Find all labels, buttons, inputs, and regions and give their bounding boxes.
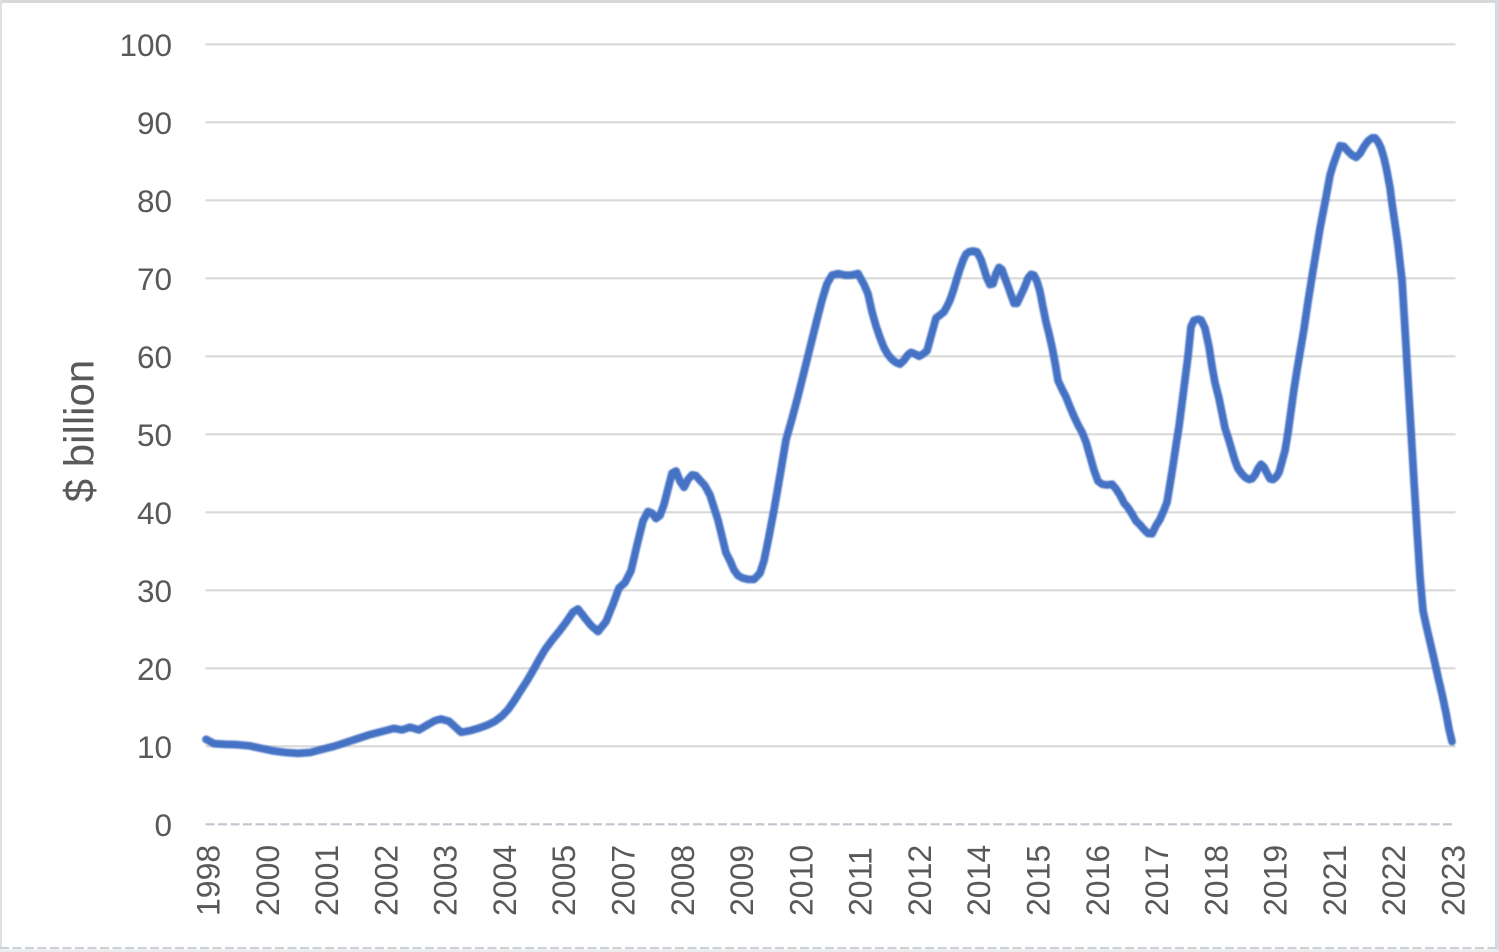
svg-text:2010: 2010	[783, 845, 819, 916]
svg-text:2008: 2008	[665, 845, 701, 916]
svg-text:60: 60	[137, 339, 172, 375]
svg-text:2015: 2015	[1021, 845, 1057, 916]
svg-text:10: 10	[137, 729, 172, 765]
svg-text:30: 30	[137, 573, 172, 609]
svg-text:2022: 2022	[1376, 845, 1412, 916]
svg-text:2017: 2017	[1139, 845, 1175, 916]
svg-text:2011: 2011	[843, 847, 879, 916]
svg-text:$ billion: $ billion	[56, 360, 103, 502]
svg-text:2018: 2018	[1198, 845, 1234, 916]
svg-text:2016: 2016	[1080, 845, 1116, 916]
svg-text:2023: 2023	[1436, 845, 1472, 916]
svg-text:20: 20	[137, 651, 172, 687]
svg-text:2014: 2014	[961, 845, 997, 916]
svg-text:70: 70	[137, 261, 172, 297]
svg-text:2007: 2007	[606, 845, 642, 916]
svg-text:100: 100	[119, 27, 172, 63]
svg-text:40: 40	[137, 495, 172, 531]
svg-text:2012: 2012	[902, 845, 938, 916]
svg-text:2004: 2004	[487, 845, 523, 916]
svg-text:80: 80	[137, 183, 172, 219]
svg-text:2001: 2001	[309, 845, 345, 916]
svg-text:2002: 2002	[368, 845, 404, 916]
svg-text:2009: 2009	[724, 845, 760, 916]
svg-text:2005: 2005	[546, 845, 582, 916]
svg-text:2000: 2000	[250, 845, 286, 916]
svg-text:50: 50	[137, 417, 172, 453]
svg-text:90: 90	[137, 105, 172, 141]
svg-text:0: 0	[154, 807, 172, 843]
svg-text:2019: 2019	[1258, 845, 1294, 916]
svg-text:1998: 1998	[191, 845, 227, 916]
svg-text:2003: 2003	[428, 845, 464, 916]
svg-text:2021: 2021	[1317, 845, 1353, 916]
